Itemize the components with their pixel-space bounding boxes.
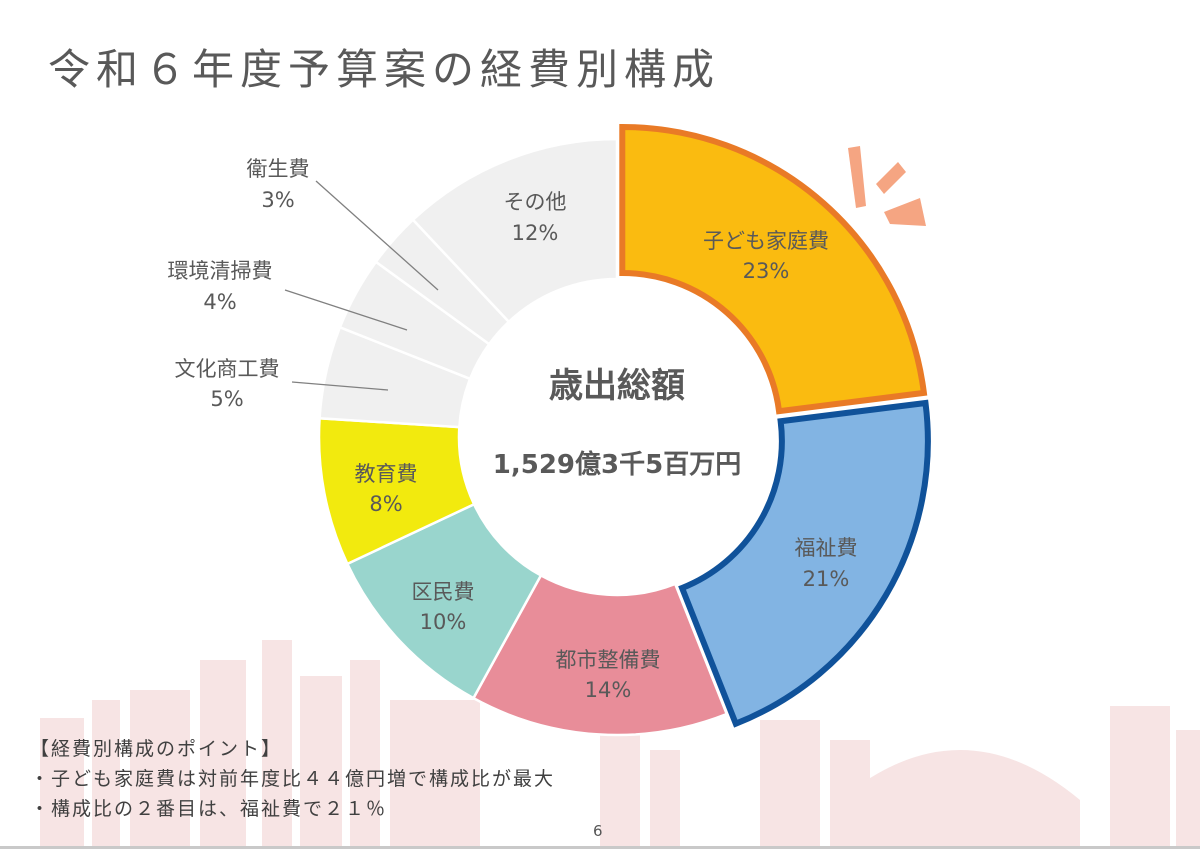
label-sonota: その他 [504,190,567,214]
label-kumin: 区民費 [412,580,475,604]
label-toshi: 都市整備費 [556,648,661,672]
points-heading: 【経費別構成のポイント】 [30,738,283,760]
pct-bunka: 5% [210,387,243,411]
donut-slice-8 [411,137,619,324]
donut-slices [317,123,931,737]
donut-slice-0 [619,123,928,415]
label-bunka: 文化商工費 [175,357,280,381]
point-item: ・構成比の２番目は、福祉費で２１％ [30,798,388,820]
point-item: ・子ども家庭費は対前年度比４４億円増で構成比が最大 [30,768,556,790]
pct-kankyo: 4% [203,290,236,314]
pct-kumin: 10% [420,610,467,634]
leader-lines [284,180,439,391]
label-eisei: 衛生費 [247,157,310,181]
donut-slice-2 [471,573,729,737]
slice-labels: 子ども家庭費 23% 福祉費 21% 都市整備費 14% 区民費 10% 教育費… [168,157,858,702]
pct-fukushi: 21% [803,567,850,591]
pct-kyoiku: 8% [369,492,402,516]
donut-center: 歳出総額 1,529億3千5百万円 [493,366,741,480]
leader-line-bunka [291,381,389,391]
page-number: 6 [593,822,603,840]
donut-slice-1 [678,399,931,728]
center-label: 歳出総額 [549,366,685,406]
pct-sonota: 12% [512,221,559,245]
key-points: 【経費別構成のポイント】 ・子ども家庭費は対前年度比４４億円増で構成比が最大 ・… [30,734,555,824]
label-fukushi: 福祉費 [795,536,858,560]
page-title: 令和６年度予算案の経費別構成 [48,45,721,94]
bottom-rule [0,846,1200,849]
label-kodomo: 子ども家庭費 [703,229,829,253]
emphasis-burst-icon [848,146,926,226]
label-kyoiku: 教育費 [355,462,418,486]
leader-line-kankyo [284,289,408,331]
pct-eisei: 3% [261,188,294,212]
pct-kodomo: 23% [743,259,790,283]
center-value: 1,529億3千5百万円 [493,450,741,480]
leader-line-eisei [315,180,439,291]
label-kankyo: 環境清掃費 [168,259,273,283]
pct-toshi: 14% [585,678,632,702]
